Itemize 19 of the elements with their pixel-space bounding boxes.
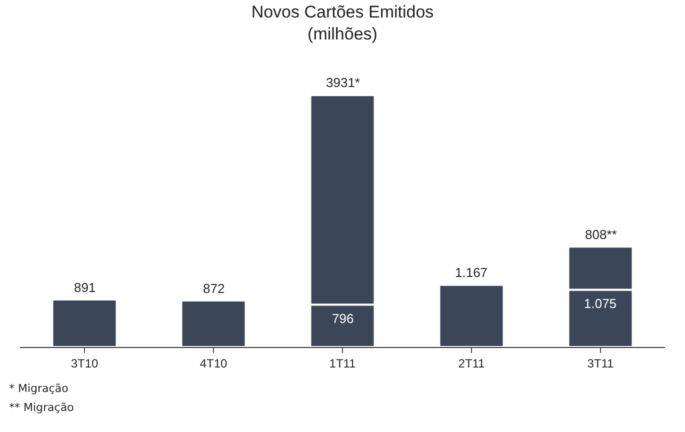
x-tick-label: 4T10	[200, 356, 228, 370]
bar	[51, 298, 118, 347]
x-tick-label: 1T11	[329, 356, 356, 370]
data-label: 891	[74, 280, 96, 295]
chart-subtitle: (milhões)	[308, 24, 378, 44]
text: * Migração	[9, 382, 69, 395]
x-tick-label: 3T10	[70, 356, 98, 370]
data-label: 872	[203, 281, 225, 296]
chart-title: Novos Cartões Emitidos	[251, 2, 434, 22]
x-tick-label: 2T11	[458, 356, 486, 370]
x-tick-label: 3T11	[587, 356, 614, 370]
bar	[180, 300, 247, 347]
data-label: 3931*	[326, 75, 360, 90]
text: ** Migração	[9, 401, 74, 414]
bar	[438, 284, 505, 347]
data-label: 796	[332, 311, 354, 326]
data-label: 1.075	[584, 296, 617, 311]
data-label: 808**	[585, 227, 617, 242]
data-label: 1.167	[455, 265, 488, 280]
